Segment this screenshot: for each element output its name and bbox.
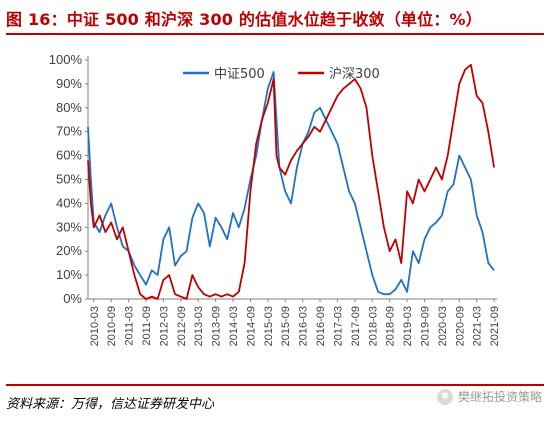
x-tick-label: 2011-03	[124, 306, 136, 346]
watermark-text: 樊继拓投资策略	[457, 390, 542, 404]
x-tick-label: 2010-09	[106, 306, 118, 346]
y-tick-label: 90%	[56, 76, 82, 91]
x-tick-label: 2014-09	[245, 306, 257, 346]
x-tick-label: 2016-03	[298, 306, 310, 346]
y-tick-label: 60%	[56, 148, 82, 163]
x-tick-label: 2010-03	[89, 306, 101, 346]
y-tick-label: 0%	[63, 291, 82, 306]
series-line-2	[87, 63, 495, 300]
x-tick-label: 2014-03	[228, 306, 240, 346]
chart-lines	[87, 63, 495, 300]
x-tick-label: 2012-03	[158, 306, 170, 346]
x-tick-label: 2019-09	[419, 306, 431, 346]
chart-axes: 0% 10% 20% 30% 40% 50% 60% 70% 80% 90% 100% 2010-03…	[49, 52, 501, 346]
x-tick-label: 2020-03	[437, 306, 449, 346]
x-tick-label: 2021-09	[489, 306, 501, 346]
legend-label-1: 中证500	[214, 67, 265, 82]
x-tick-label: 2011-09	[141, 306, 153, 346]
y-tick-label: 40%	[56, 195, 82, 210]
legend-label-2: 沪深300	[329, 66, 380, 82]
y-tick-label: 30%	[56, 219, 82, 234]
x-tick-label: 2015-09	[280, 306, 292, 346]
source-note: 资料来源：万得，信达证券研发中心	[6, 397, 215, 412]
wechat-icon: ✱	[436, 388, 453, 405]
series-line-1	[87, 71, 495, 296]
x-tick-label: 2018-09	[385, 306, 397, 346]
x-tick-label: 2016-09	[315, 306, 327, 346]
y-tick-label: 50%	[56, 172, 82, 187]
chart-legend: 中证500 沪深300	[183, 66, 380, 82]
title-rule	[6, 33, 544, 35]
y-tick-label: 70%	[56, 124, 82, 139]
x-tick-label: 2013-09	[211, 306, 223, 346]
y-tick-label: 100%	[49, 52, 83, 67]
x-tick-label: 2012-09	[176, 306, 188, 346]
y-tick-label: 10%	[56, 267, 82, 282]
x-tick-label: 2017-03	[332, 306, 344, 346]
x-tick-label: 2021-03	[472, 306, 484, 346]
x-tick-label: 2017-09	[350, 306, 362, 346]
y-tick-label: 20%	[56, 243, 82, 258]
x-tick-label: 2019-03	[402, 306, 414, 346]
bottom-rule	[6, 384, 544, 386]
y-tick-label: 80%	[56, 100, 82, 115]
x-tick-label: 2018-03	[367, 306, 379, 346]
figure-title: 图 16：中证 500 和沪深 300 的估值水位趋于收敛（单位：%）	[6, 10, 482, 29]
x-tick-label: 2015-03	[263, 306, 275, 346]
watermark: ✱ 樊继拓投资策略	[436, 388, 542, 405]
x-tick-label: 2013-03	[193, 306, 205, 346]
x-tick-label: 2020-09	[454, 306, 466, 346]
